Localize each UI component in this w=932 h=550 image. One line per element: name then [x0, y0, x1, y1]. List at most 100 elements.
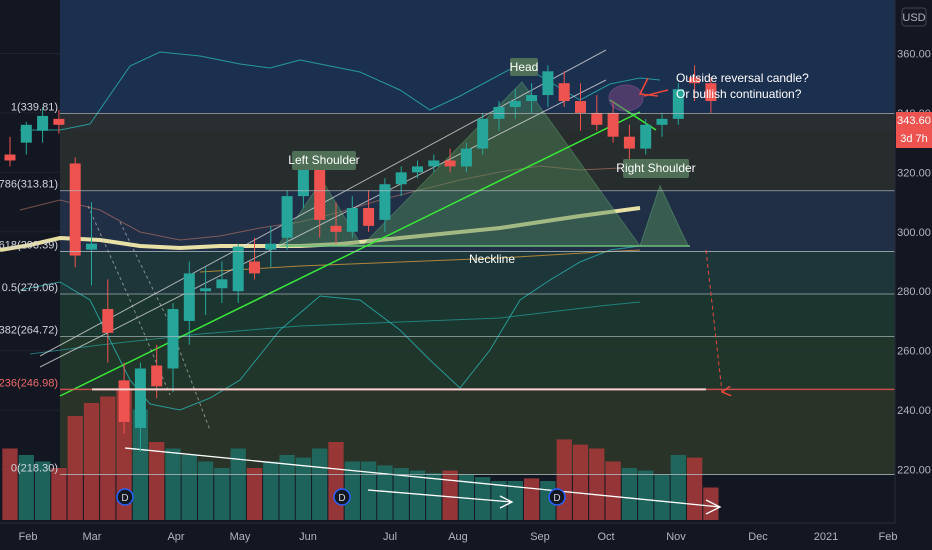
label-head-text: Head: [510, 60, 539, 74]
candle-body: [509, 101, 521, 107]
time-axis-tick: Oct: [597, 531, 614, 543]
candle-body: [558, 83, 570, 102]
volume-bar: [328, 442, 344, 520]
fib-level-label: 0.786(313.81): [0, 179, 58, 191]
volume-bar: [572, 444, 589, 520]
currency-button[interactable]: USD: [901, 7, 927, 27]
dividend-marker-label: D: [553, 493, 560, 504]
volume-bar: [181, 455, 197, 520]
time-axis-tick: Feb: [879, 531, 898, 543]
time-axis[interactable]: [0, 523, 895, 550]
volume-bar: [263, 461, 279, 520]
volume-bar: [605, 461, 621, 520]
grid-lines: [0, 52, 895, 471]
candle-body: [379, 184, 391, 220]
price-axis-tick: 320.00: [897, 167, 931, 179]
volume-bar: [377, 465, 393, 520]
candle-body: [4, 154, 16, 161]
time-axis-tick: Apr: [167, 531, 184, 543]
volume-bar: [621, 468, 638, 520]
price-axis-tick: 220.00: [897, 465, 931, 477]
volume-bar: [279, 455, 295, 520]
candle-body: [656, 118, 668, 125]
volume-bar: [165, 448, 181, 520]
volume-bar: [442, 470, 458, 520]
note-line-2: Or bullish continuation?: [676, 87, 802, 101]
candle-body: [395, 172, 407, 185]
dividend-marker[interactable]: [548, 488, 566, 506]
candle-body: [705, 83, 717, 102]
candlestick-series: [4, 65, 717, 452]
volume-bar: [360, 461, 377, 520]
moving-average-200: [0, 206, 641, 252]
price-axis[interactable]: [895, 0, 932, 550]
volume-bar: [344, 461, 360, 520]
time-axis-tick: May: [230, 531, 251, 543]
volume-bar: [51, 468, 67, 520]
candle-body: [200, 288, 212, 292]
volume-bar: [523, 478, 540, 520]
currency-button-label: USD: [902, 12, 925, 24]
volume-bar: [589, 448, 605, 520]
volume-bar: [409, 470, 426, 520]
fib-level-label: 0.382(264.72): [0, 325, 58, 337]
dividend-marker[interactable]: [333, 488, 351, 506]
volume-bar: [67, 416, 83, 520]
candle-body: [493, 106, 505, 119]
fib-zone: [60, 389, 895, 475]
candle-body: [591, 112, 603, 125]
candle-body: [183, 273, 195, 321]
dividend-marker[interactable]: [116, 488, 134, 506]
candle-body: [314, 166, 326, 220]
price-axis-tick: 300.00: [897, 227, 931, 239]
fibonacci-retracement: 1(339.81) 0.786(313.81) 0.618(293.39) 0.5(2…: [0, 101, 895, 475]
time-axis-tick: Feb: [19, 531, 38, 543]
volume-bar: [2, 448, 18, 520]
label-right-shoulder: Right Shoulder: [616, 159, 696, 178]
candle-body: [86, 243, 97, 250]
volume-bar: [556, 439, 572, 520]
volume-bar: [132, 409, 149, 520]
candle-body: [346, 208, 358, 232]
volume-bar: [197, 461, 214, 520]
candle-body: [134, 368, 146, 428]
volume-bar: [149, 442, 165, 520]
fib-level-label: 0.5(279.06): [2, 282, 58, 294]
volume-bar: [230, 448, 246, 520]
volume-bar: [507, 481, 523, 520]
candle-body: [607, 112, 619, 137]
candle-body: [151, 365, 163, 387]
candle-body: [460, 148, 472, 167]
volume-bar: [100, 396, 116, 520]
volume-bar: [312, 448, 328, 520]
price-axis-tick: 280.00: [897, 286, 931, 298]
moving-average-long: [29, 301, 641, 355]
volume-bar: [426, 473, 442, 520]
target-arrow: [705, 249, 722, 392]
candle-body: [672, 89, 684, 119]
volume-bar: [638, 470, 654, 520]
time-axis-tick: Dec: [748, 531, 768, 543]
candle-body: [428, 160, 440, 167]
volume-bar: [83, 403, 100, 520]
fib-level-label: 0(218.30): [11, 463, 58, 475]
volume-bar: [214, 468, 230, 520]
dividend-marker-label: D: [121, 493, 128, 504]
candle-body: [297, 166, 309, 197]
candle-body: [477, 118, 489, 149]
volume-bar: [393, 468, 409, 520]
candle-body: [689, 77, 701, 84]
volume-bar: [703, 487, 719, 520]
label-left-shoulder-text: Left Shoulder: [288, 153, 359, 167]
bar-countdown: 3d 7h: [900, 133, 928, 145]
candle-body: [281, 196, 293, 238]
volume-bar: [475, 477, 491, 520]
candle-body: [265, 243, 277, 250]
fib-zone: [60, 294, 895, 337]
time-axis-tick: Nov: [666, 531, 686, 543]
last-price-value: 343.60: [897, 115, 931, 127]
fib-level-label: 0.236(246.98): [0, 377, 58, 389]
volume-bar: [686, 457, 703, 520]
